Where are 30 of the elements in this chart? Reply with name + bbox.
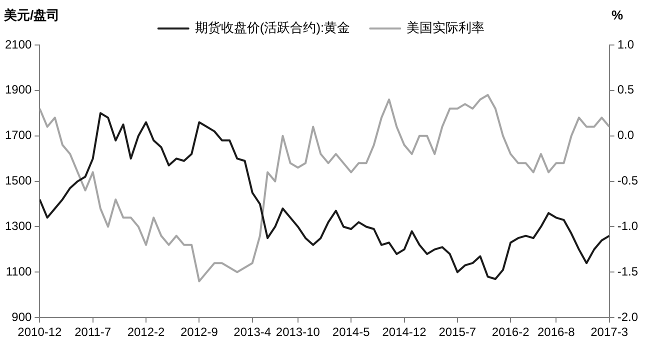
x-tick-label: 2014-5 xyxy=(332,325,370,340)
y-axis-title: 美元/盘司 xyxy=(3,8,60,23)
y-tick-label: 1300 xyxy=(4,219,32,234)
y-tick-label: 2100 xyxy=(4,37,32,52)
y2-tick-label: -0.5 xyxy=(617,174,638,188)
y2-tick-label: -2.0 xyxy=(617,310,638,324)
x-tick-label: 2017-3 xyxy=(590,325,628,340)
y2-tick-label: -1.5 xyxy=(617,264,638,278)
y-tick-label: 1100 xyxy=(6,264,32,278)
legend-label: 美国实际利率 xyxy=(406,20,485,36)
x-tick-label: 2013-4 xyxy=(234,325,272,340)
x-tick-label: 2011-7 xyxy=(74,325,112,340)
y2-tick-label: -1.0 xyxy=(617,219,638,234)
y2-tick-label: 0.5 xyxy=(617,82,634,97)
y-tick-label: 1500 xyxy=(4,174,32,188)
x-tick-label: 2012-2 xyxy=(127,325,166,340)
x-tick-label: 2013-10 xyxy=(276,325,320,340)
y-tick-label: 1900 xyxy=(4,82,32,97)
x-tick-label: 2016-8 xyxy=(537,325,576,340)
x-tick-label: 2016-2 xyxy=(492,325,530,340)
y2-axis-title: % xyxy=(612,8,624,23)
x-tick-label: 2015-7 xyxy=(438,325,476,340)
y2-tick-label: 0.0 xyxy=(617,128,634,142)
x-tick-label: 2012-9 xyxy=(180,325,218,340)
y-tick-label: 900 xyxy=(12,310,32,324)
x-tick-label: 2010-12 xyxy=(18,325,62,340)
y2-tick-label: 1.0 xyxy=(617,37,634,52)
legend-label: 期货收盘价(活跃合约):黄金 xyxy=(194,20,350,36)
x-tick-label: 2014-12 xyxy=(382,325,427,340)
y-tick-label: 1700 xyxy=(4,128,32,142)
